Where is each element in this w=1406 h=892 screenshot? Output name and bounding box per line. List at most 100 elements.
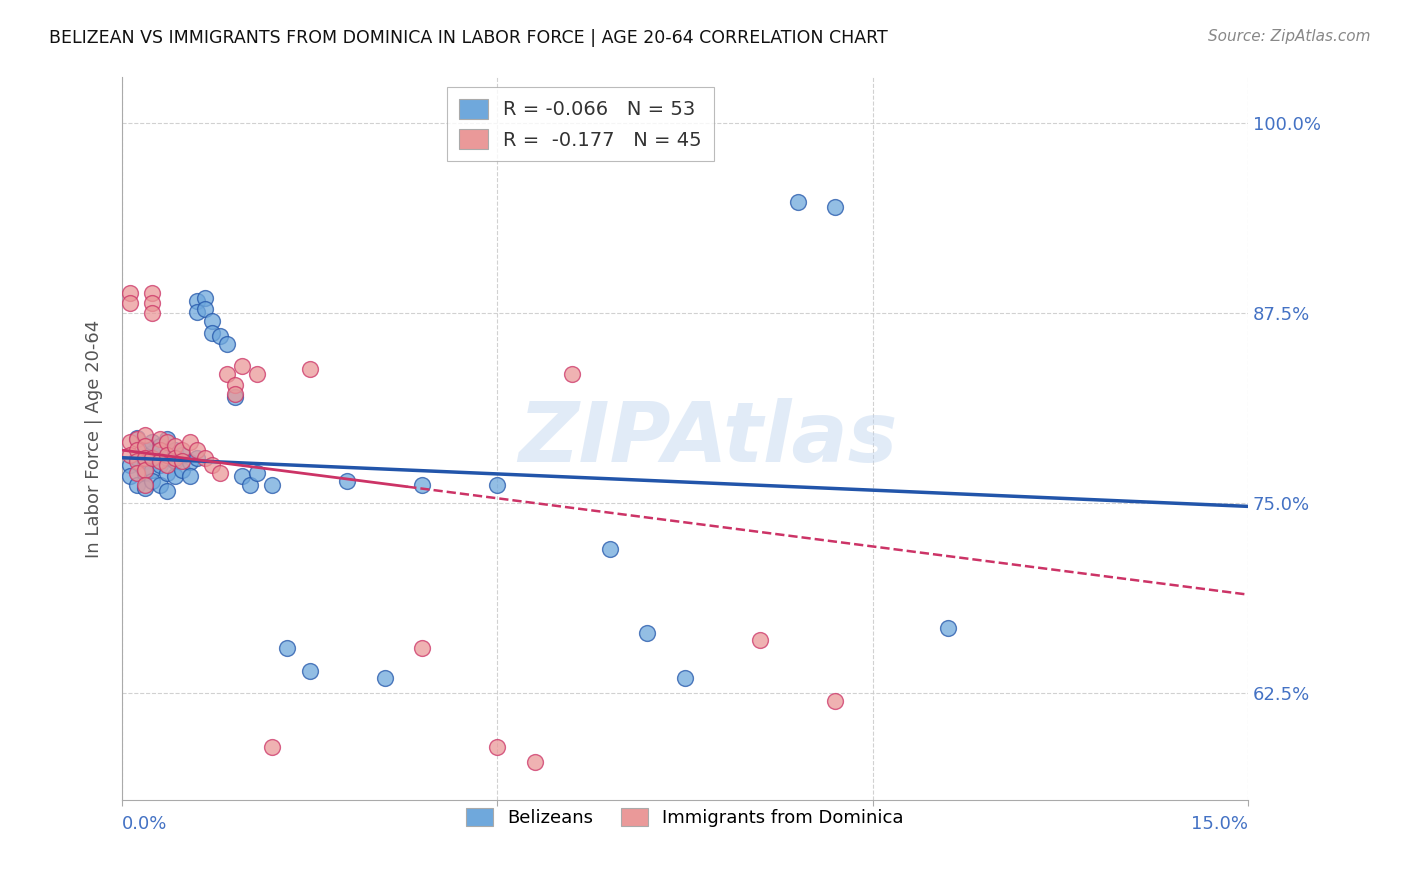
Point <box>148 438 170 452</box>
Point <box>239 478 262 492</box>
Point <box>201 326 224 340</box>
Point <box>141 474 163 488</box>
Point <box>673 671 696 685</box>
Point <box>141 295 163 310</box>
Point <box>824 694 846 708</box>
Point <box>749 633 772 648</box>
Point <box>298 664 321 678</box>
Point <box>156 458 179 473</box>
Point <box>148 478 170 492</box>
Point <box>156 466 179 480</box>
Point <box>186 450 208 465</box>
Point <box>134 454 156 468</box>
Point <box>163 438 186 452</box>
Point <box>125 443 148 458</box>
Point <box>156 433 179 447</box>
Point <box>262 478 284 492</box>
Point <box>179 435 201 450</box>
Point <box>224 377 246 392</box>
Text: 15.0%: 15.0% <box>1191 815 1249 833</box>
Point <box>262 739 284 754</box>
Point <box>186 443 208 458</box>
Point <box>134 478 156 492</box>
Point <box>194 301 217 316</box>
Point <box>156 484 179 499</box>
Point <box>118 458 141 473</box>
Point <box>118 448 141 462</box>
Point <box>201 458 224 473</box>
Point <box>246 466 269 480</box>
Point <box>186 304 208 318</box>
Point <box>217 336 239 351</box>
Point <box>231 359 253 374</box>
Point <box>172 454 194 468</box>
Point <box>298 362 321 376</box>
Point <box>636 625 658 640</box>
Point <box>936 621 959 635</box>
Point <box>186 293 208 308</box>
Point <box>134 443 156 458</box>
Point <box>141 450 163 465</box>
Text: BELIZEAN VS IMMIGRANTS FROM DOMINICA IN LABOR FORCE | AGE 20-64 CORRELATION CHAR: BELIZEAN VS IMMIGRANTS FROM DOMINICA IN … <box>49 29 889 47</box>
Point <box>411 640 433 655</box>
Point <box>134 450 156 465</box>
Point <box>179 469 201 483</box>
Y-axis label: In Labor Force | Age 20-64: In Labor Force | Age 20-64 <box>86 319 103 558</box>
Point <box>163 469 186 483</box>
Point <box>156 448 179 462</box>
Point <box>824 200 846 214</box>
Point <box>118 286 141 301</box>
Point <box>118 435 141 450</box>
Point <box>163 443 186 458</box>
Point <box>134 466 156 480</box>
Point <box>148 443 170 458</box>
Point <box>172 448 194 462</box>
Point <box>486 478 509 492</box>
Point <box>141 463 163 477</box>
Point <box>217 367 239 381</box>
Point <box>125 431 148 445</box>
Point <box>523 755 546 769</box>
Point <box>125 454 148 468</box>
Point <box>148 433 170 447</box>
Point <box>208 466 231 480</box>
Point <box>411 478 433 492</box>
Point <box>125 433 148 447</box>
Point <box>336 474 359 488</box>
Point <box>134 438 156 452</box>
Point <box>134 481 156 495</box>
Point <box>141 306 163 320</box>
Point <box>599 541 621 556</box>
Point <box>194 291 217 305</box>
Text: Source: ZipAtlas.com: Source: ZipAtlas.com <box>1208 29 1371 45</box>
Point <box>246 367 269 381</box>
Point <box>786 195 808 210</box>
Point <box>134 428 156 442</box>
Text: 0.0%: 0.0% <box>122 815 167 833</box>
Point <box>148 454 170 468</box>
Point <box>561 367 583 381</box>
Point <box>141 446 163 460</box>
Point <box>231 469 253 483</box>
Point <box>125 466 148 480</box>
Point <box>118 469 141 483</box>
Point <box>486 739 509 754</box>
Point <box>172 463 194 477</box>
Point <box>224 387 246 401</box>
Point <box>163 450 186 465</box>
Point <box>172 443 194 458</box>
Point <box>118 295 141 310</box>
Point <box>179 455 201 469</box>
Point <box>208 329 231 343</box>
Legend: Belizeans, Immigrants from Dominica: Belizeans, Immigrants from Dominica <box>458 800 911 834</box>
Point <box>134 463 156 477</box>
Point <box>125 450 148 465</box>
Point <box>141 435 163 450</box>
Point <box>276 640 298 655</box>
Point <box>163 454 186 468</box>
Point <box>374 671 396 685</box>
Point <box>156 435 179 450</box>
Point <box>201 314 224 328</box>
Text: ZIPAtlas: ZIPAtlas <box>517 398 897 479</box>
Point <box>156 450 179 465</box>
